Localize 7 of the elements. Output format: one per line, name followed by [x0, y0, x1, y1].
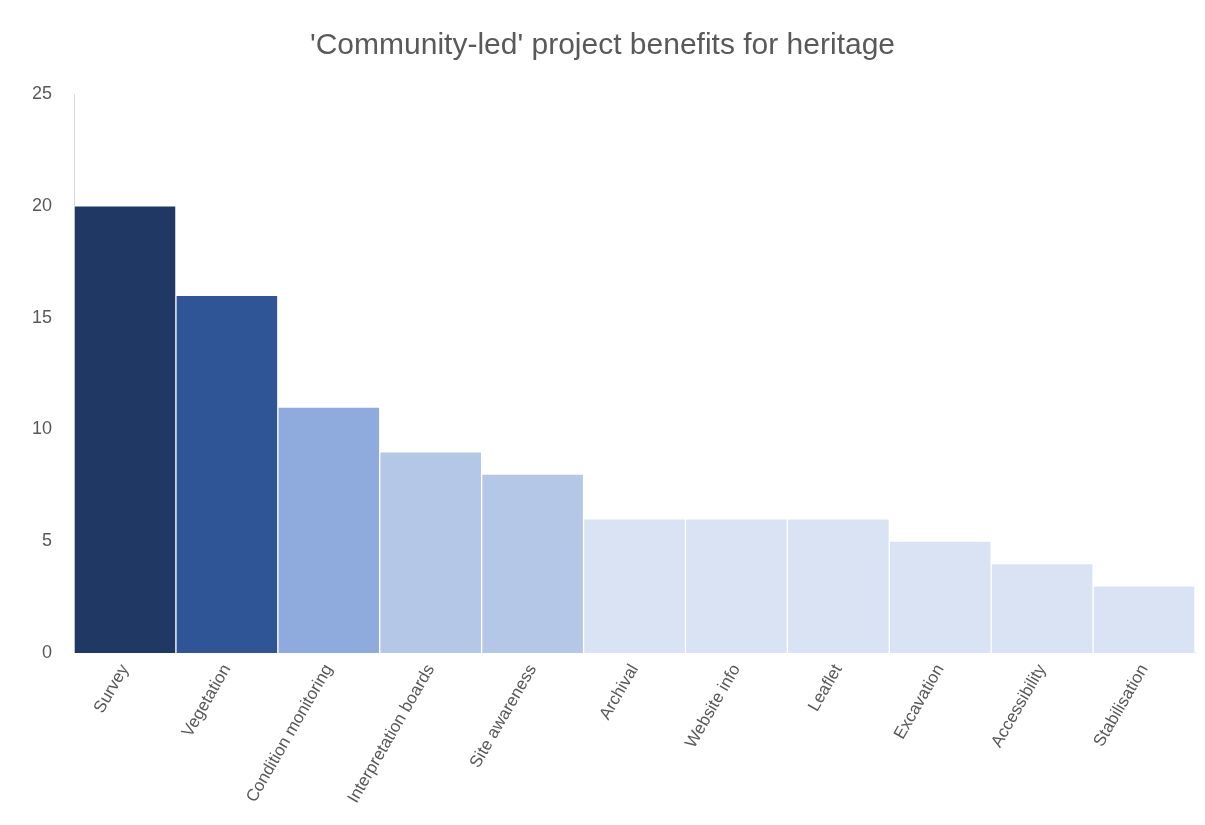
y-tick-label: 0 [42, 641, 53, 662]
chart-title: 'Community-led' project benefits for heritage [309, 27, 896, 61]
y-tick-label: 10 [31, 418, 53, 439]
y-tick-label: 5 [42, 530, 53, 551]
y-tick-label: 15 [31, 306, 53, 327]
y-tick-label: 25 [31, 82, 53, 103]
y-tick-label: 20 [31, 194, 53, 215]
